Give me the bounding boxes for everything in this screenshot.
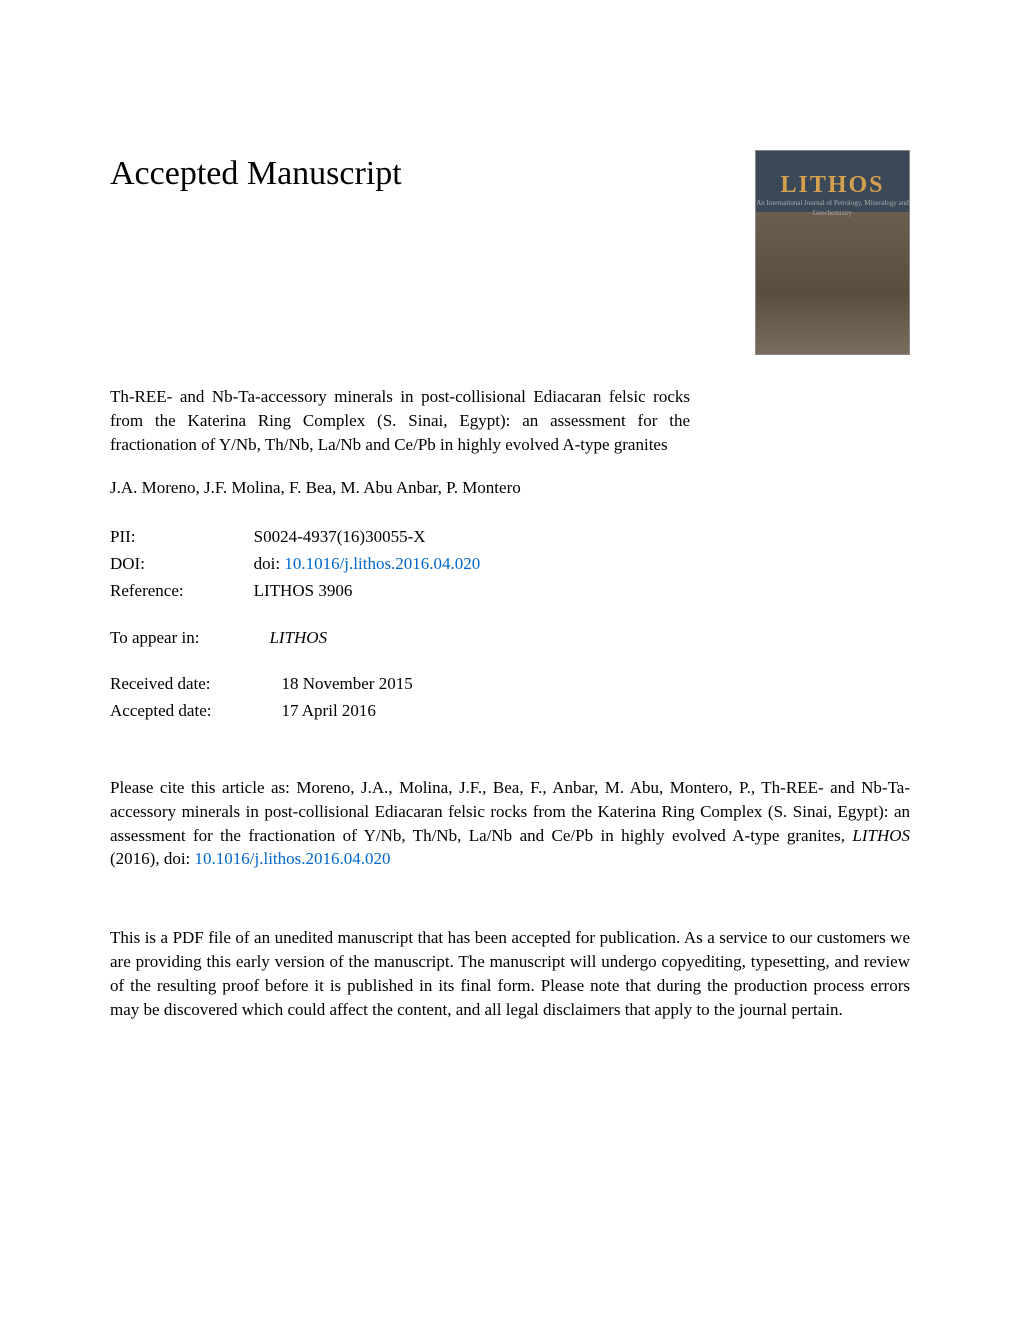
article-title: Th-REE- and Nb-Ta-accessory minerals in …: [110, 385, 690, 456]
metadata-table-3: Received date: 18 November 2015 Accepted…: [110, 672, 413, 726]
doi-value: doi: 10.1016/j.lithos.2016.04.020: [254, 552, 481, 579]
citation-doi-link[interactable]: 10.1016/j.lithos.2016.04.020: [195, 849, 391, 868]
accepted-date-value: 17 April 2016: [281, 699, 412, 726]
journal-cover-thumbnail: LITHOS An International Journal of Petro…: [755, 150, 910, 355]
citation-journal: LITHOS: [852, 826, 910, 845]
received-date-label: Received date:: [110, 672, 281, 699]
appear-value: LITHOS: [269, 626, 327, 653]
doi-prefix: doi:: [254, 554, 285, 573]
appear-label: To appear in:: [110, 626, 269, 653]
reference-value: LITHOS 3906: [254, 579, 481, 606]
doi-link[interactable]: 10.1016/j.lithos.2016.04.020: [284, 554, 480, 573]
authors: J.A. Moreno, J.F. Molina, F. Bea, M. Abu…: [110, 476, 910, 500]
received-date-value: 18 November 2015: [281, 672, 412, 699]
reference-label: Reference:: [110, 579, 254, 606]
accepted-manuscript-heading: Accepted Manuscript: [110, 150, 402, 198]
metadata-table-1: PII: S0024-4937(16)30055-X DOI: doi: 10.…: [110, 525, 480, 605]
citation-prefix: Please cite this article as: Moreno, J.A…: [110, 778, 910, 845]
cover-journal-name: LITHOS: [756, 169, 909, 203]
cover-subtitle: An International Journal of Petrology, M…: [756, 199, 909, 219]
citation-year: (2016), doi:: [110, 849, 195, 868]
citation-text: Please cite this article as: Moreno, J.A…: [110, 776, 910, 871]
accepted-date-label: Accepted date:: [110, 699, 281, 726]
pii-label: PII:: [110, 525, 254, 552]
pii-value: S0024-4937(16)30055-X: [254, 525, 481, 552]
disclaimer-text: This is a PDF file of an unedited manusc…: [110, 926, 910, 1021]
doi-label: DOI:: [110, 552, 254, 579]
metadata-table-2: To appear in: LITHOS: [110, 626, 327, 653]
